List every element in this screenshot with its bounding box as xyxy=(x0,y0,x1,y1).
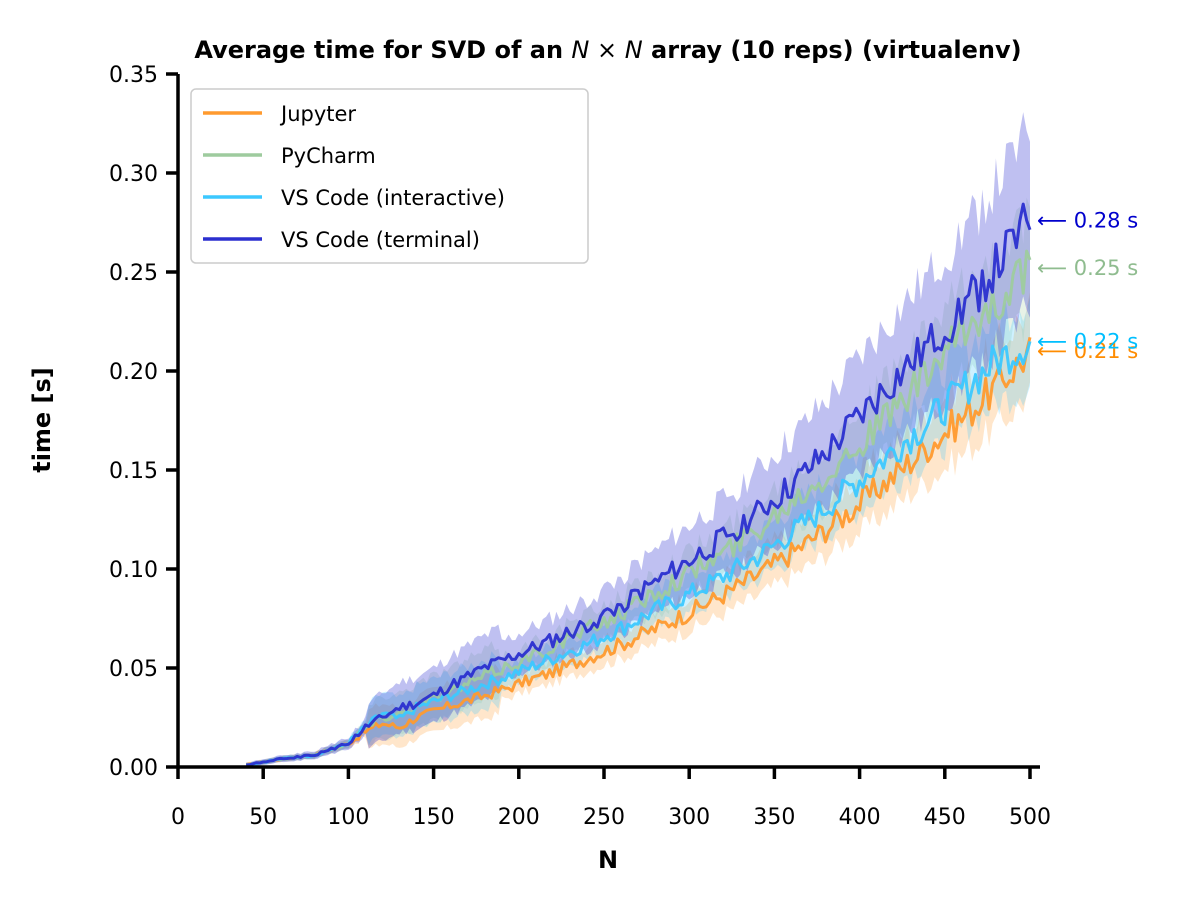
chart-title: Average time for SVD of an N × N array (… xyxy=(194,36,1021,64)
y-tick-label: 0.20 xyxy=(109,360,158,385)
legend-entry-label: Jupyter xyxy=(279,102,356,126)
y-tick-label: 0.25 xyxy=(109,261,158,286)
y-tick-label: 0.30 xyxy=(109,162,158,187)
legend-entry-label: VS Code (interactive) xyxy=(281,186,505,210)
end-value-label: ⟵ 0.21 s xyxy=(1037,339,1138,363)
end-value-label: ⟵ 0.28 s xyxy=(1037,209,1138,233)
x-tick-label: 400 xyxy=(839,805,881,830)
x-tick-label: 450 xyxy=(924,805,966,830)
y-axis-title: time [s] xyxy=(28,367,56,473)
x-tick-label: 150 xyxy=(413,805,455,830)
x-tick-label: 50 xyxy=(249,805,277,830)
series-lines xyxy=(245,202,1032,767)
x-tick-label: 0 xyxy=(171,805,185,830)
end-value-labels: ⟵ 0.21 s ⟵ 0.25 s ⟵ 0.22 s ⟵ 0.28 s xyxy=(1037,209,1138,364)
x-tick-label: 250 xyxy=(583,805,625,830)
end-value-label: ⟵ 0.25 s xyxy=(1037,256,1138,280)
legend-entry-label: PyCharm xyxy=(281,144,376,168)
chart-title-part-1: Average time for SVD of an xyxy=(194,36,571,64)
x-axis-title: N xyxy=(598,846,618,874)
x-tick-label: 200 xyxy=(498,805,540,830)
y-tick-label: 0.00 xyxy=(109,756,158,781)
x-axis-ticks: 0 50 100 150 200 250 300 350 400 450 500 xyxy=(171,767,1051,830)
x-tick-label: 100 xyxy=(327,805,369,830)
y-tick-label: 0.05 xyxy=(109,657,158,682)
x-tick-label: 500 xyxy=(1009,805,1051,830)
legend: Jupyter PyCharm VS Code (interactive) VS Co… xyxy=(190,88,589,264)
y-axis-ticks: 0.00 0.05 0.10 0.15 0.20 0.25 0.30 0.35 xyxy=(109,63,178,781)
y-tick-label: 0.35 xyxy=(109,63,158,88)
x-tick-label: 300 xyxy=(668,805,710,830)
end-value-label: ⟵ 0.22 s xyxy=(1037,329,1138,353)
uncertainty-band xyxy=(246,296,1030,767)
chart-title-var-n1: N xyxy=(571,36,589,64)
y-tick-label: 0.15 xyxy=(109,459,158,484)
chart-title-times: × xyxy=(589,36,624,64)
chart-title-var-n2: N xyxy=(625,36,643,64)
x-tick-label: 350 xyxy=(753,805,795,830)
legend-box xyxy=(190,88,589,264)
chart-title-part-2: array (10 reps) (virtualenv) xyxy=(643,36,1022,64)
y-tick-label: 0.10 xyxy=(109,558,158,583)
legend-entry-label: VS Code (terminal) xyxy=(281,228,480,252)
series-line xyxy=(245,336,1032,767)
series-line xyxy=(246,202,1032,767)
